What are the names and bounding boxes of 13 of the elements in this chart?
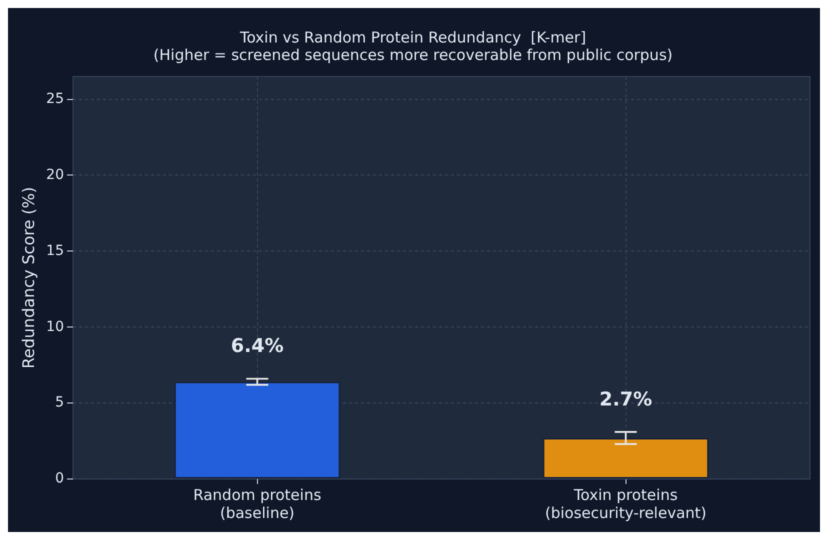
y-tick-label: 15 <box>46 242 64 259</box>
y-tick-label: 0 <box>55 470 64 487</box>
y-tick-label: 20 <box>46 166 64 183</box>
y-tick-label: 5 <box>55 394 64 411</box>
chart-subtitle: (Higher = screened sequences more recoverable from public corpus) <box>153 46 673 64</box>
chart-title: Toxin vs Random Protein Redundancy [K-mer] <box>238 28 586 47</box>
data-label: 6.4% <box>230 335 284 358</box>
x-tick-label: Random proteins (baseline) <box>193 486 322 522</box>
y-tick-label: 10 <box>46 318 64 335</box>
y-axis-title: Redundancy Score (%) <box>18 186 38 369</box>
y-tick-label: 25 <box>46 90 64 107</box>
x-tick-label: Toxin proteins (biosecurity-relevant) <box>544 486 707 522</box>
data-label: 2.7% <box>599 388 652 410</box>
